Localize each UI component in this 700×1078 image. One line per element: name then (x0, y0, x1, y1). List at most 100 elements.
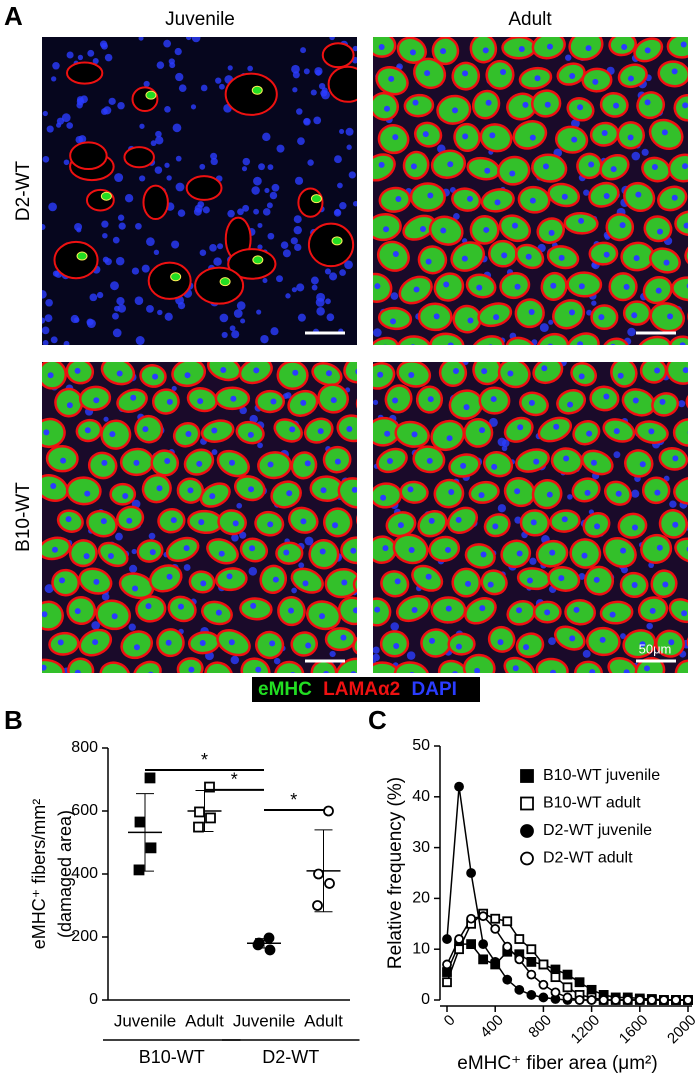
stain-legend: eMHC LAMAα2 DAPI (258, 679, 457, 700)
fiber (668, 335, 688, 345)
point (264, 944, 276, 956)
nucleus (329, 272, 338, 281)
nucleus (392, 397, 399, 404)
nucleus (601, 129, 608, 136)
fiber (468, 480, 500, 504)
nucleus (627, 134, 634, 141)
nucleus (303, 117, 311, 126)
nucleus (63, 340, 70, 345)
fiber (67, 657, 95, 673)
nucleus (110, 281, 119, 291)
nucleus (270, 398, 277, 405)
fiber (464, 543, 496, 569)
nucleus (247, 65, 253, 72)
nucleus (644, 99, 651, 106)
nucleus (286, 490, 293, 497)
nucleus (264, 187, 270, 194)
nucleus (484, 167, 491, 174)
nucleus (339, 202, 347, 210)
nucleus (413, 286, 420, 293)
nucleus (627, 75, 634, 82)
nucleus (202, 206, 210, 214)
nucleus (598, 314, 605, 321)
nucleus (45, 298, 53, 307)
nucleus (682, 102, 688, 109)
nucleus (51, 546, 58, 553)
nucleus (411, 431, 418, 438)
nucleus (479, 605, 486, 612)
nucleus (390, 622, 400, 631)
nucleus (592, 78, 599, 85)
nucleus (627, 327, 636, 337)
point (526, 990, 537, 1000)
nucleus (197, 201, 205, 208)
point (194, 806, 205, 818)
nucleus (130, 394, 137, 401)
nucleus (373, 399, 379, 406)
nucleus (476, 284, 483, 291)
point (466, 868, 477, 878)
nucleus (569, 635, 576, 642)
fiber (429, 332, 465, 345)
nucleus (563, 455, 570, 462)
nucleus (209, 493, 216, 500)
nucleus (231, 533, 239, 542)
nucleus (648, 562, 655, 569)
panel-label: A (4, 1, 23, 31)
nucleus (615, 490, 622, 497)
x-tick-label: 1600 (616, 1012, 652, 1048)
nucleus (93, 397, 100, 404)
fiber-emhc (170, 272, 182, 282)
nucleus (682, 163, 688, 170)
fiber (373, 482, 403, 509)
nucleus (383, 344, 387, 345)
nucleus (346, 144, 352, 150)
nucleus (42, 224, 46, 230)
fiber (51, 568, 80, 597)
nucleus (568, 309, 575, 316)
nucleus (467, 317, 474, 324)
stain-legend-box (252, 677, 480, 702)
nucleus (191, 37, 201, 43)
nucleus (544, 609, 551, 616)
nucleus (44, 584, 54, 594)
fiber (566, 271, 603, 298)
nucleus (177, 209, 186, 217)
nucleus (112, 236, 120, 244)
fiber (674, 537, 688, 564)
fiber (239, 597, 273, 621)
fiber (500, 539, 532, 569)
fiber (673, 476, 688, 505)
nucleus (565, 54, 572, 61)
nucleus (236, 502, 243, 509)
nucleus (267, 232, 275, 240)
y-tick-label: 50 (412, 737, 430, 754)
panel-label: C (368, 705, 387, 735)
nucleus (143, 80, 150, 88)
nucleus (631, 581, 638, 588)
fiber (689, 180, 700, 208)
nucleus (196, 460, 203, 467)
point (586, 995, 597, 1005)
nucleus (285, 293, 291, 299)
row-label: D2-WT (13, 161, 34, 222)
fiber (622, 300, 652, 326)
x-tick-label: Juvenile (233, 1011, 295, 1030)
fiber (564, 599, 597, 626)
fiber (42, 417, 66, 449)
fiber (270, 480, 302, 509)
nucleus (116, 296, 125, 306)
nucleus (42, 155, 50, 163)
nucleus (679, 342, 686, 345)
nucleus (546, 491, 553, 498)
nucleus (422, 131, 429, 138)
nucleus (250, 602, 257, 609)
nucleus (302, 580, 309, 587)
nucleus (276, 275, 283, 283)
fiber (66, 596, 97, 625)
nucleus (492, 523, 499, 530)
nucleus (93, 578, 100, 585)
nucleus (488, 344, 493, 345)
nucleus (525, 253, 532, 260)
fiber (185, 175, 223, 201)
